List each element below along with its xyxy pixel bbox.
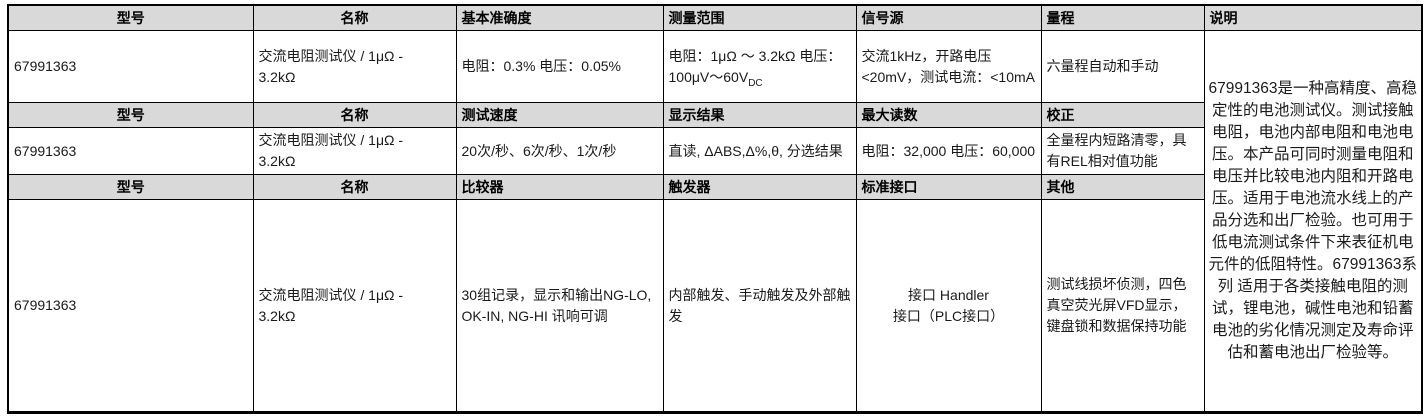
cell-name-s1: 交流电阻测试仪 / 1μΩ - 3.2kΩ <box>252 30 457 103</box>
cell-calibration: 全量程内短路清零，具有REL相对值功能 <box>1040 127 1205 175</box>
section1-header-row: 型号 名称 基本准确度 测量范围 信号源 量程 说明 <box>7 4 1423 31</box>
cell-model-s1: 67991363 <box>7 30 254 103</box>
cell-name-s3: 交流电阻测试仪 / 1μΩ - 3.2kΩ <box>252 199 457 413</box>
header-model: 型号 <box>7 102 254 128</box>
section1-data-row: 67991363 交流电阻测试仪 / 1μΩ - 3.2kΩ 电阻：0.3% 电… <box>7 30 1423 413</box>
header-name: 名称 <box>252 102 457 128</box>
cell-display-result: 直读, ΔABS,Δ%,θ, 分选结果 <box>662 127 857 175</box>
header-comparator: 比较器 <box>455 174 664 200</box>
cell-range: 六量程自动和手动 <box>1040 30 1205 103</box>
header-display-result: 显示结果 <box>662 102 857 128</box>
section2-data-row: 67991363 交流电阻测试仪 / 1μΩ - 3.2kΩ 20次/秒、6次/… <box>7 127 1422 175</box>
cell-description: 67991363是一种高精度、高稳定性的电池测试仪。测试接触电阻，电池内部电阻和… <box>1203 30 1423 413</box>
header-model: 型号 <box>7 4 254 31</box>
cell-test-speed: 20次/秒、6次/秒、1次/秒 <box>455 127 664 175</box>
header-signal-source: 信号源 <box>855 4 1042 31</box>
header-standard-interface: 标准接口 <box>855 174 1042 200</box>
header-test-speed: 测试速度 <box>455 102 664 128</box>
header-other: 其他 <box>1040 174 1205 200</box>
section3-data-row: 67991363 交流电阻测试仪 / 1μΩ - 3.2kΩ 30组记录，显示和… <box>7 199 1422 413</box>
header-model: 型号 <box>7 174 254 200</box>
cell-other: 测试线损坏侦测，四色真空荧光屏VFD显示，键盘锁和数据保持功能 <box>1040 199 1205 413</box>
measurement-range-subscript: DC <box>748 77 763 89</box>
header-max-reading: 最大读数 <box>855 102 1042 128</box>
header-range: 量程 <box>1040 4 1205 31</box>
cell-model-s3: 67991363 <box>7 199 254 413</box>
spec-table: 型号 名称 基本准确度 测量范围 信号源 量程 说明 67991363 交流电阻… <box>7 4 1423 414</box>
header-description: 说明 <box>1203 4 1423 31</box>
header-name: 名称 <box>252 4 457 31</box>
cell-trigger: 内部触发、手动触发及外部触发 <box>662 199 857 413</box>
header-trigger: 触发器 <box>662 174 857 200</box>
section2-header-row: 型号 名称 测试速度 显示结果 最大读数 校正 <box>7 102 1422 128</box>
header-calibration: 校正 <box>1040 102 1205 128</box>
cell-basic-accuracy: 电阻：0.3% 电压：0.05% <box>455 30 664 103</box>
header-measurement-range: 测量范围 <box>662 4 857 31</box>
cell-comparator: 30组记录，显示和输出NG-LO, OK-IN, NG-HI 讯响可调 <box>455 199 664 413</box>
cell-model-s2: 67991363 <box>7 127 254 175</box>
cell-name-s2: 交流电阻测试仪 / 1μΩ - 3.2kΩ <box>252 127 457 175</box>
cell-standard-interface: 接口 Handler 接口（PLC接口） <box>855 199 1042 413</box>
cell-measurement-range: 电阻：1μΩ ～ 3.2kΩ 电压：100μV～60VDC <box>662 30 857 103</box>
measurement-range-text: 电阻：1μΩ ～ 3.2kΩ 电压：100μV～60V <box>668 47 842 85</box>
header-basic-accuracy: 基本准确度 <box>455 4 664 31</box>
section3-header-row: 型号 名称 比较器 触发器 标准接口 其他 <box>7 174 1422 200</box>
header-name: 名称 <box>252 174 457 200</box>
cell-signal-source: 交流1kHz，开路电压<20mV，测试电流：<10mA <box>855 30 1042 103</box>
cell-max-reading: 电阻：32,000 电压：60,000 <box>855 127 1042 175</box>
